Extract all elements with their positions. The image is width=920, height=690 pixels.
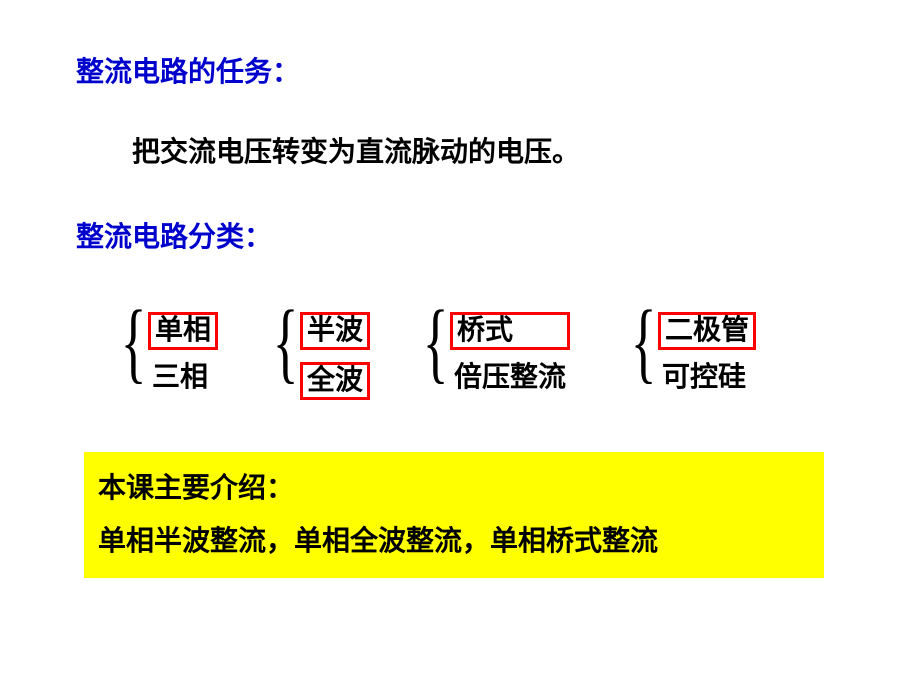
brace-icon: { xyxy=(121,302,147,383)
item-voltage-doubler: 倍压整流 xyxy=(450,362,570,394)
item-half-wave: 半波 xyxy=(300,312,370,350)
group-wave: 半波 全波 xyxy=(300,312,370,412)
summary-line-2: 单相半波整流，单相全波整流，单相桥式整流 xyxy=(98,515,810,568)
summary-highlight: 本课主要介绍： 单相半波整流，单相全波整流，单相桥式整流 xyxy=(84,452,824,578)
group-topology: 桥式 倍压整流 xyxy=(450,312,570,406)
item-thyristor: 可控硅 xyxy=(658,362,756,394)
item-single-phase: 单相 xyxy=(148,312,218,350)
item-three-phase: 三相 xyxy=(148,362,218,394)
group-device: 二极管 可控硅 xyxy=(658,312,756,406)
brace-icon: { xyxy=(273,302,299,383)
item-diode: 二极管 xyxy=(658,312,756,350)
task-heading: 整流电路的任务： xyxy=(76,50,300,90)
task-description: 把交流电压转变为直流脉动的电压。 xyxy=(132,130,580,170)
item-full-wave: 全波 xyxy=(300,362,370,400)
brace-icon: { xyxy=(423,302,449,383)
brace-icon: { xyxy=(631,302,657,383)
summary-line-1: 本课主要介绍： xyxy=(98,462,810,515)
group-phase: 单相 三相 xyxy=(148,312,218,406)
item-bridge: 桥式 xyxy=(450,312,570,350)
classification-heading: 整流电路分类： xyxy=(76,215,272,255)
